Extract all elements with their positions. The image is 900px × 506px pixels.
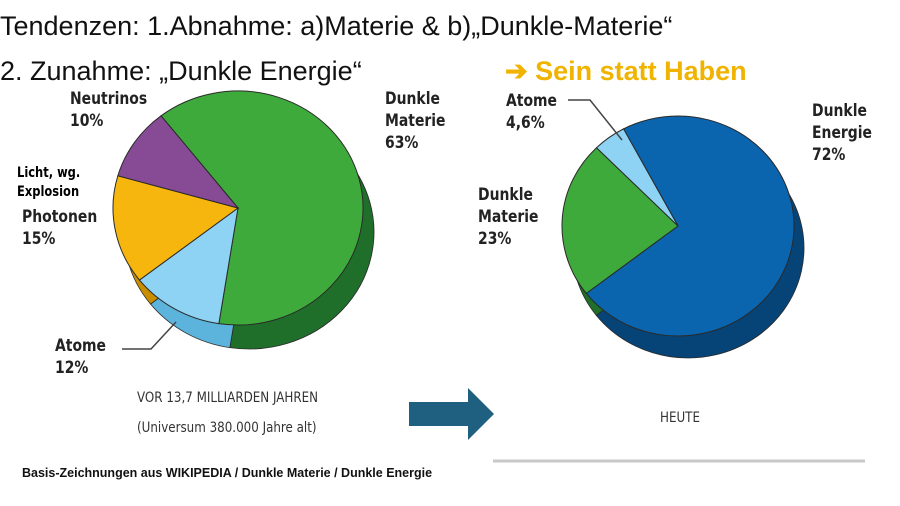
right-arrow-icon bbox=[409, 388, 494, 440]
annotation-licht: Licht, wg. Explosion bbox=[17, 165, 81, 200]
leader-line-atome-early bbox=[122, 321, 177, 350]
title-line-2: 2. Zunahme: „Dunkle Energie“ bbox=[0, 56, 362, 86]
caption-early: VOR 13,7 MILLIARDEN JAHREN bbox=[137, 390, 319, 406]
leader-line-atome-today bbox=[568, 99, 623, 141]
pie-slice-photonen bbox=[112, 175, 240, 281]
label-photonen: Photonen 15% bbox=[22, 207, 98, 249]
pie-slice-atome bbox=[138, 206, 239, 325]
accent-text: ➔ Sein statt Haben bbox=[505, 56, 747, 86]
subcaption-early: (Universum 380.000 Jahre alt) bbox=[137, 420, 317, 436]
label-atome-today: Atome 4,6% bbox=[506, 91, 558, 133]
title-line-1: Tendenzen: 1.Abnahme: a)Materie & b)„Dun… bbox=[0, 11, 673, 41]
label-dunkle-materie-early: Dunkle Materie 63% bbox=[385, 89, 446, 153]
label-dunkle-materie-today: Dunkle Materie 23% bbox=[478, 185, 539, 249]
label-neutrinos: Neutrinos 10% bbox=[70, 89, 148, 131]
pie-chart-early-universe bbox=[112, 90, 375, 350]
label-atome-early: Atome 12% bbox=[55, 336, 107, 378]
pie-slice-dunkle-materie bbox=[160, 90, 364, 326]
pie-slice-dunkle-energie bbox=[585, 115, 795, 337]
caption-today: HEUTE bbox=[660, 410, 700, 426]
pie-slice-atome bbox=[595, 128, 679, 227]
label-dunkle-energie: Dunkle Energie 72% bbox=[812, 101, 872, 165]
pie-slice-dunkle-materie bbox=[561, 147, 679, 295]
pie-chart-today bbox=[561, 115, 805, 359]
pie-slice-neutrinos bbox=[117, 115, 240, 209]
footer-source: Basis-Zeichnungen aus WIKIPEDIA / Dunkle… bbox=[22, 466, 433, 480]
